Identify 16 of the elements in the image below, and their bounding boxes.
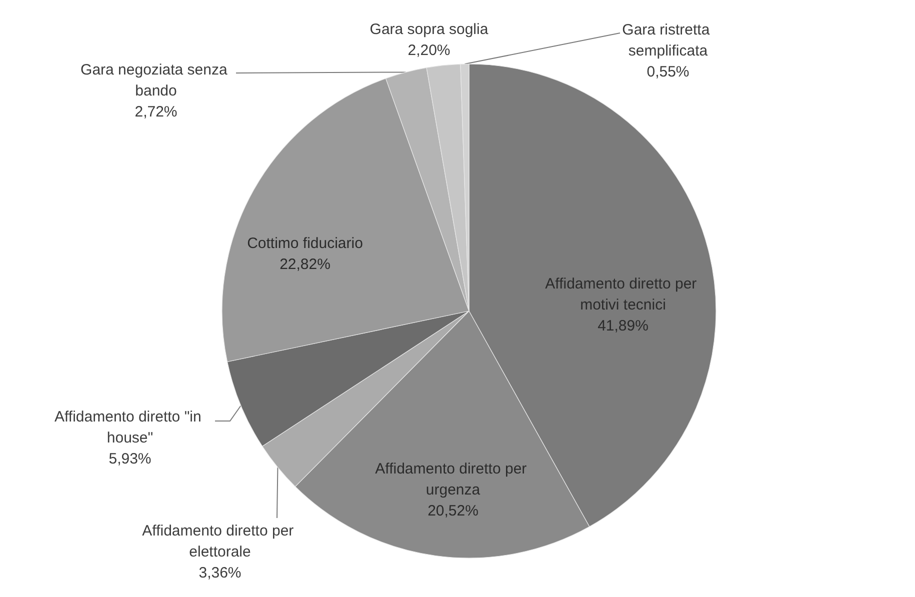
data-label: 2,20% [408,42,450,59]
slice-label: Cottimo fiduciario [247,235,363,252]
slice-label: Affidamento diretto per urgenza [375,460,531,498]
data-label: 22,82% [280,256,330,273]
slice-label: Affidamento diretto per motivi tecnici [545,276,701,314]
slice-label: Gara negoziata senza bando [80,62,232,100]
data-label: 2,72% [134,104,178,120]
slice-label: Gara sopra soglia [370,21,489,38]
data-label: 41,89% [598,318,648,334]
data-label: 3,36% [198,564,242,582]
data-label: 0,55% [646,64,690,80]
slice-label: Affidamento diretto per elettorale [142,522,298,560]
data-label: 5,93% [108,450,152,468]
slice-label: Gara ristretta semplificata [622,22,714,60]
slice-label: Affidamento diretto "in house" [54,408,206,446]
data-label: 20,52% [428,502,478,520]
